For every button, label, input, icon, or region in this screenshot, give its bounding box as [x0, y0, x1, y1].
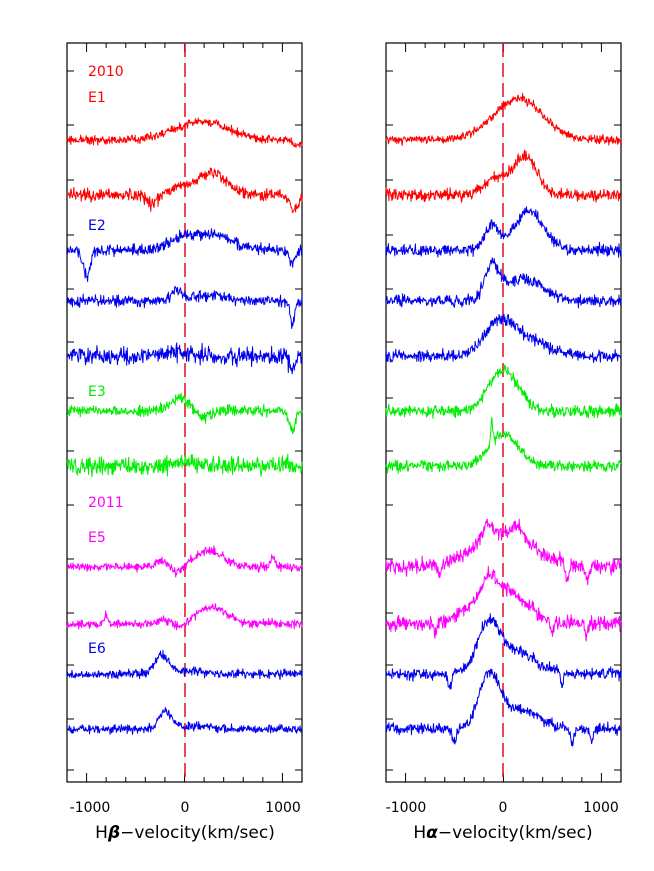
- x-tick-label: 1000: [583, 800, 619, 816]
- spectrum-trace: [66, 649, 303, 681]
- annotation-label: 2010: [88, 64, 124, 80]
- x-axis-label-greek: α: [426, 823, 438, 843]
- annotation-label: E2: [88, 218, 106, 234]
- spectrum-trace: [385, 416, 622, 474]
- spectrum-trace: [66, 603, 303, 631]
- x-axis-label-rest: −velocity(km/sec): [438, 823, 593, 843]
- spectrum-trace: [385, 364, 622, 419]
- h-alpha-x-tick-labels: -1000 0 1000: [386, 800, 619, 816]
- spectrum-trace: [66, 707, 303, 735]
- annotation-label: E3: [88, 384, 106, 400]
- x-axis-label-main: H: [413, 823, 426, 843]
- x-axis-label-rest: −velocity(km/sec): [120, 823, 275, 843]
- h-beta-panel: 2010 E1 E2 E3 2011 E5 E6 -1000 0 1000 Hβ…: [66, 42, 303, 843]
- x-axis-label-main: H: [95, 823, 108, 843]
- h-alpha-panel: -1000 0 1000 Hα−velocity(km/sec): [385, 42, 622, 843]
- spectrum-trace: [66, 117, 303, 148]
- spectrum-trace: [385, 313, 622, 363]
- x-tick-label: 0: [499, 800, 508, 816]
- h-beta-epoch-labels: 2010 E1 E2 E3 2011 E5 E6: [88, 64, 124, 657]
- h-beta-x-tick-labels: -1000 0 1000: [70, 800, 301, 816]
- spectrum-trace: [66, 167, 303, 214]
- h-alpha-x-axis-label: Hα−velocity(km/sec): [413, 823, 592, 843]
- annotation-label: E5: [88, 530, 106, 546]
- annotation-label: E6: [88, 641, 106, 657]
- h-alpha-y-ticks: [386, 70, 621, 771]
- spectrum-trace: [66, 545, 303, 578]
- spectrum-trace: [66, 392, 303, 435]
- spectrum-trace: [66, 342, 303, 375]
- x-axis-label-greek: β: [107, 823, 120, 843]
- spectrum-trace: [385, 613, 622, 690]
- h-beta-x-axis-label: Hβ−velocity(km/sec): [95, 823, 275, 843]
- spectrum-trace: [385, 149, 622, 203]
- spectrum-trace: [385, 518, 622, 586]
- spectrum-trace: [385, 257, 622, 309]
- spectrum-trace: [66, 228, 303, 282]
- spectrum-trace: [66, 286, 303, 329]
- x-tick-label: -1000: [70, 800, 111, 816]
- annotation-label: 2011: [88, 495, 124, 511]
- spectrum-trace: [385, 206, 622, 258]
- spectrum-trace: [385, 565, 622, 642]
- spectrum-trace: [385, 668, 622, 747]
- h-beta-traces: [66, 117, 303, 735]
- spectrum-trace: [66, 453, 303, 477]
- x-tick-label: 0: [181, 800, 190, 816]
- x-tick-label: 1000: [265, 800, 301, 816]
- h-beta-y-ticks: [67, 70, 302, 771]
- x-tick-label: -1000: [386, 800, 427, 816]
- h-alpha-traces: [385, 92, 622, 747]
- annotation-label: E1: [88, 90, 106, 106]
- spectrum-trace: [385, 92, 622, 146]
